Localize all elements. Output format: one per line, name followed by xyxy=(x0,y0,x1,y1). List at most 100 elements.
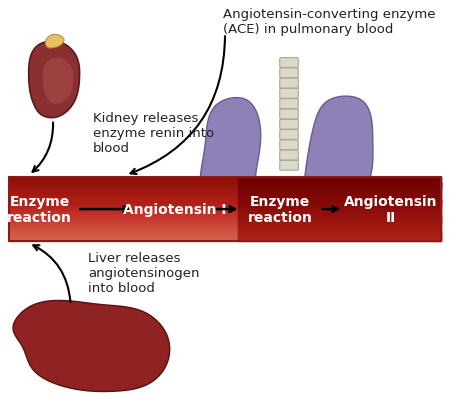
Bar xyxy=(238,187,441,188)
Bar xyxy=(9,223,441,224)
Text: Angiotensin-converting enzyme
(ACE) in pulmonary blood: Angiotensin-converting enzyme (ACE) in p… xyxy=(223,7,435,36)
FancyBboxPatch shape xyxy=(280,130,298,140)
Bar xyxy=(9,231,441,233)
Bar xyxy=(9,228,441,230)
Bar xyxy=(238,224,441,225)
Bar xyxy=(238,211,441,213)
Bar xyxy=(238,236,441,237)
Bar xyxy=(9,178,441,180)
Bar xyxy=(9,216,441,218)
Text: Enzyme
reaction: Enzyme reaction xyxy=(7,195,72,225)
Bar xyxy=(9,221,441,222)
Bar xyxy=(9,229,441,231)
Bar xyxy=(238,209,441,211)
Bar xyxy=(238,177,441,179)
Bar xyxy=(238,219,441,220)
Bar xyxy=(9,195,441,196)
Bar xyxy=(238,218,441,219)
Bar xyxy=(9,214,441,216)
Bar xyxy=(238,228,441,230)
Text: Enzyme
reaction: Enzyme reaction xyxy=(248,195,313,225)
Text: Kidney releases
enzyme renin into
blood: Kidney releases enzyme renin into blood xyxy=(93,112,214,155)
Bar xyxy=(238,178,441,180)
Bar xyxy=(9,205,441,206)
Bar xyxy=(238,195,441,196)
Bar xyxy=(9,186,441,188)
FancyBboxPatch shape xyxy=(280,69,298,78)
Bar xyxy=(9,208,441,209)
Bar xyxy=(9,204,441,205)
Bar xyxy=(9,230,441,232)
Bar xyxy=(9,240,441,241)
Bar xyxy=(9,220,441,221)
Bar xyxy=(9,178,441,241)
Bar xyxy=(238,197,441,199)
FancyBboxPatch shape xyxy=(280,151,298,161)
Bar xyxy=(9,189,441,190)
Bar xyxy=(9,182,441,183)
Bar xyxy=(238,214,441,215)
Bar xyxy=(9,212,441,214)
Bar xyxy=(9,238,441,239)
Bar xyxy=(238,190,441,192)
FancyBboxPatch shape xyxy=(280,161,298,171)
Bar xyxy=(238,220,441,221)
Bar xyxy=(9,207,441,209)
Bar xyxy=(238,212,441,214)
Bar xyxy=(238,233,441,234)
Bar xyxy=(9,225,441,227)
FancyBboxPatch shape xyxy=(280,100,298,109)
Bar xyxy=(9,188,441,190)
Polygon shape xyxy=(200,98,261,235)
Bar xyxy=(238,195,441,197)
FancyBboxPatch shape xyxy=(280,110,298,119)
Bar xyxy=(9,209,441,211)
Bar xyxy=(238,235,441,236)
Bar xyxy=(9,216,441,217)
Bar xyxy=(238,193,441,195)
Bar xyxy=(238,202,441,203)
Bar xyxy=(238,207,441,209)
FancyBboxPatch shape xyxy=(280,79,298,89)
Bar xyxy=(238,203,441,204)
Bar xyxy=(9,237,441,238)
FancyBboxPatch shape xyxy=(280,89,298,99)
Bar xyxy=(238,214,441,216)
Bar xyxy=(238,226,441,228)
Bar xyxy=(238,182,441,183)
Bar xyxy=(9,199,441,200)
Bar xyxy=(238,197,441,198)
Bar xyxy=(9,193,441,195)
Polygon shape xyxy=(13,301,170,392)
Bar xyxy=(238,206,441,207)
Bar xyxy=(9,190,441,192)
Bar xyxy=(9,197,441,199)
Bar xyxy=(238,180,441,181)
Bar xyxy=(9,180,441,182)
Bar xyxy=(9,203,441,204)
Polygon shape xyxy=(13,301,170,392)
Bar xyxy=(238,230,441,232)
Bar xyxy=(238,222,441,223)
Polygon shape xyxy=(43,59,73,104)
Bar xyxy=(238,238,441,239)
Bar xyxy=(238,216,441,217)
Bar xyxy=(9,239,441,240)
Bar xyxy=(9,187,441,188)
Bar xyxy=(238,201,441,202)
Polygon shape xyxy=(29,42,80,119)
Bar xyxy=(9,235,441,236)
Bar xyxy=(9,218,441,219)
Bar xyxy=(9,185,441,186)
Bar xyxy=(9,201,441,202)
Bar xyxy=(238,199,441,200)
Bar xyxy=(238,221,441,222)
Bar xyxy=(238,240,441,241)
Bar xyxy=(238,199,441,201)
Bar xyxy=(9,191,441,192)
Bar xyxy=(9,233,441,234)
Text: Angiotensin I: Angiotensin I xyxy=(123,203,226,216)
FancyBboxPatch shape xyxy=(280,120,298,130)
Bar xyxy=(238,225,441,227)
Bar xyxy=(238,189,441,190)
